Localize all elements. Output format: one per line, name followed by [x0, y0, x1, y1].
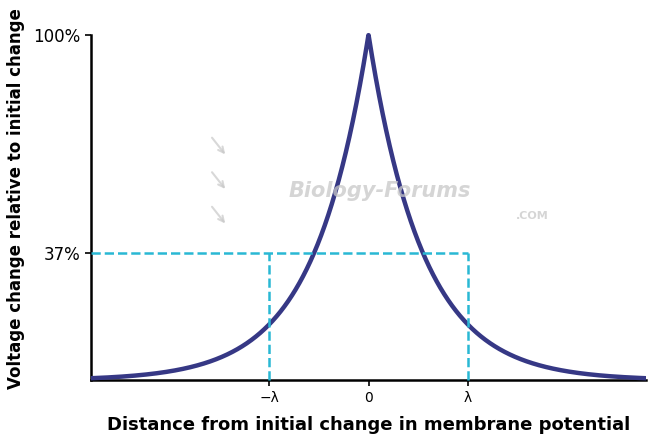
X-axis label: Distance from initial change in membrane potential: Distance from initial change in membrane…	[107, 416, 630, 434]
Text: Biology-Forums: Biology-Forums	[289, 181, 471, 201]
Y-axis label: Voltage change relative to initial change: Voltage change relative to initial chang…	[7, 8, 25, 389]
Text: .COM: .COM	[516, 211, 549, 221]
